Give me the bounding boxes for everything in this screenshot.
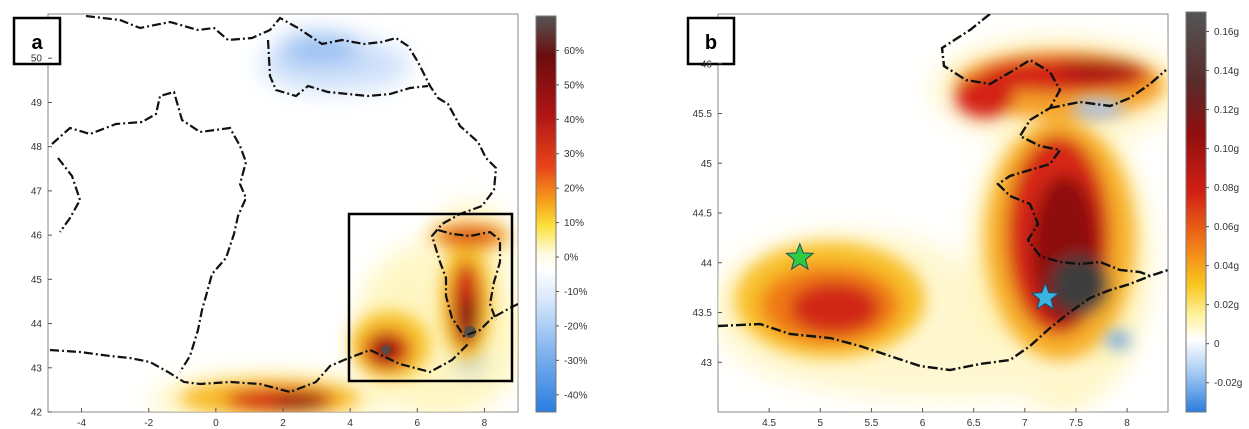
colorbar-tick-label: 0.12g	[1214, 105, 1239, 116]
colorbar-tick-label: 0%	[564, 253, 579, 264]
colorbar-tick-label: -20%	[564, 321, 587, 332]
y-tick-label: 43	[31, 363, 43, 374]
y-tick-label: 45	[701, 159, 713, 170]
x-tick-label: 7	[1022, 418, 1028, 429]
x-tick-label: 2	[280, 418, 286, 429]
colorbar-tick-label: 0	[1214, 339, 1220, 350]
x-tick-label: 0	[213, 418, 219, 429]
y-tick-label: 47	[31, 186, 43, 197]
x-tick-label: 4.5	[762, 418, 776, 429]
colorbar-tick-label: -30%	[564, 356, 587, 367]
y-tick-label: 44	[701, 258, 713, 269]
colorbar-tick-label: 20%	[564, 184, 584, 195]
markers-b	[785, 242, 1060, 311]
zoom-box	[347, 212, 514, 383]
x-tick-label: 5	[817, 418, 823, 429]
colorbar-tick-label: -10%	[564, 287, 587, 298]
colorbar-ticks-b: 0.16g 0.14g 0.12g 0.10g 0.08g 0.06g 0.04g 0.02g…	[1206, 27, 1242, 389]
panel-label-b: b	[705, 32, 717, 54]
x-tick-label: 8	[1124, 418, 1130, 429]
y-tick-label: 44.5	[693, 209, 713, 220]
colorbar-tick-label: 0.16g	[1214, 27, 1239, 38]
colorbar-tick-label: 0.04g	[1214, 261, 1239, 272]
colorbar-a	[535, 15, 557, 413]
y-tick-label: 49	[31, 98, 43, 109]
y-tick-label: 46	[701, 59, 713, 70]
colorbar-tick-label: 0.10g	[1214, 144, 1239, 155]
colorbar-tick-label: 0.02g	[1214, 300, 1239, 311]
colorbar-tick-label: 60%	[564, 46, 584, 57]
panel-label-a: a	[31, 32, 43, 54]
y-tick-label: 46	[31, 231, 43, 242]
heat-field-a	[49, 14, 518, 412]
x-tick-label: 8	[482, 418, 488, 429]
x-tick-label: 6.5	[967, 418, 981, 429]
y-tick-label: 44	[31, 319, 43, 330]
colorbar-tick-label: 50%	[564, 80, 584, 91]
x-tick-label: -2	[144, 418, 153, 429]
y-tick-label: 42	[31, 408, 43, 419]
panel-label-box-a	[12, 16, 62, 66]
colorbar-tick-label: 40%	[564, 115, 584, 126]
star-marker	[785, 242, 815, 271]
colorbar-tick-label: 10%	[564, 218, 584, 229]
y-tick-label: 43	[701, 358, 713, 369]
x-tick-label: 4	[347, 418, 353, 429]
colorbar-tick-label: 30%	[564, 149, 584, 160]
x-tick-label: -4	[77, 418, 86, 429]
colorbar-ticks-a: 60% 50% 40% 30% 20% 10% 0% -10% -20% -30% -40%	[556, 46, 587, 401]
colorbar-tick-label: -0.02g	[1214, 378, 1242, 389]
x-tick-label: 7.5	[1069, 418, 1083, 429]
colorbar-tick-label: 0.08g	[1214, 183, 1239, 194]
panel-b: b 4.5 5 5.5 6 6.5 7 7.5 8 43 43.5 44 44.5 45 45.5 46 0…	[686, 11, 1242, 429]
heat-field-b	[718, 14, 1168, 410]
y-tick-label: 45	[31, 275, 43, 286]
x-tick-label: 5.5	[864, 418, 878, 429]
panel-label-box-b	[686, 16, 736, 66]
star-marker	[1030, 282, 1060, 311]
colorbar-tick-label: -40%	[564, 390, 587, 401]
y-tick-label: 50	[31, 54, 43, 65]
colorbar-b	[1185, 11, 1207, 413]
colorbar-tick-label: 0.06g	[1214, 222, 1239, 233]
y-tick-label: 45.5	[693, 109, 713, 120]
x-tick-label: 6	[415, 418, 421, 429]
borders-a	[49, 14, 518, 394]
y-tick-label: 43.5	[693, 308, 713, 319]
colorbar-tick-label: 0.14g	[1214, 66, 1239, 77]
borders-b	[718, 14, 1168, 372]
axis-ticks-b: 4.5 5 5.5 6 6.5 7 7.5 8 43 43.5 44 44.5 45 45.5 46	[693, 59, 1131, 429]
y-tick-label: 48	[31, 142, 43, 153]
x-tick-label: 6	[920, 418, 926, 429]
